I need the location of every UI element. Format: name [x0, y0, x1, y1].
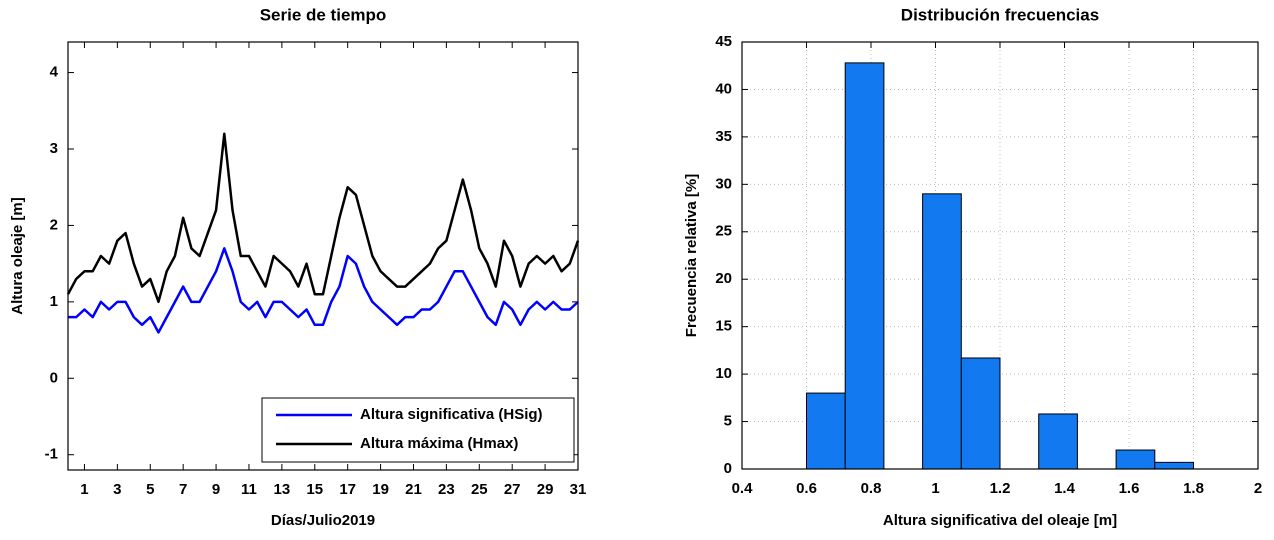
x-tick-label: 13 — [274, 481, 291, 498]
data-line — [66, 132, 580, 304]
y-axis-label: Frecuencia relativa [%] — [683, 174, 700, 337]
plot-frame — [741, 41, 1259, 470]
y-tick-label: 45 — [715, 33, 732, 50]
x-tick-label: 2 — [1254, 480, 1262, 497]
bar — [1038, 413, 1078, 470]
x-tick-label: 31 — [570, 481, 587, 498]
y-tick-label: -1 — [45, 446, 58, 463]
x-tick-label: 17 — [339, 481, 356, 498]
bar — [922, 193, 962, 470]
y-tick-label: 20 — [715, 270, 732, 287]
x-tick-label: 1.2 — [990, 480, 1011, 497]
bar — [1115, 449, 1156, 470]
x-tick-label: 1 — [931, 480, 939, 497]
x-tick-label: 21 — [405, 481, 422, 498]
x-tick-label: 1.4 — [1054, 480, 1076, 497]
x-tick-label: 27 — [504, 481, 521, 498]
x-tick-label: 1.6 — [1119, 480, 1140, 497]
x-tick-label: 0.4 — [732, 480, 754, 497]
y-tick-label: 4 — [50, 64, 59, 81]
y-tick-label: 0 — [724, 460, 732, 477]
y-tick-label: 40 — [715, 80, 732, 97]
x-tick-label: 5 — [146, 481, 154, 498]
bar — [806, 392, 846, 470]
x-axis-label: Días/Julio2019 — [271, 512, 375, 529]
x-axis-label: Altura significativa del oleaje [m] — [883, 512, 1117, 529]
y-tick-label: 0 — [50, 369, 58, 386]
x-tick-label: 25 — [471, 481, 488, 498]
x-tick-label: 0.8 — [861, 480, 882, 497]
y-tick-label: 30 — [715, 175, 732, 192]
bar — [960, 357, 1001, 470]
x-tick-label: 1 — [80, 481, 88, 498]
x-tick-label: 9 — [212, 481, 220, 498]
y-tick-label: 10 — [715, 365, 732, 382]
x-tick-label: 3 — [113, 481, 121, 498]
y-tick-label: 2 — [50, 216, 58, 233]
x-tick-label: 15 — [306, 481, 323, 498]
x-tick-label: 19 — [372, 481, 389, 498]
x-tick-label: 7 — [179, 481, 187, 498]
y-tick-label: 15 — [715, 318, 732, 335]
data-line — [68, 247, 579, 334]
legend-box — [261, 397, 575, 463]
x-tick-label: 1.8 — [1183, 480, 1204, 497]
bar — [844, 62, 885, 470]
legend-label: Altura significativa (HSig) — [360, 406, 543, 423]
y-tick-label: 1 — [50, 293, 58, 310]
chart-title: Serie de tiempo — [260, 5, 387, 24]
y-axis-label: Altura oleaje [m] — [9, 197, 26, 315]
y-tick-label: 35 — [715, 128, 732, 145]
legend-label: Altura máxima (Hmax) — [360, 435, 518, 452]
chart-title: Distribución frecuencias — [901, 5, 1099, 24]
bar — [1154, 461, 1195, 470]
y-tick-label: 25 — [715, 223, 732, 240]
x-tick-label: 0.6 — [796, 480, 817, 497]
y-tick-label: 3 — [50, 140, 58, 157]
y-tick-label: 5 — [724, 413, 732, 430]
x-tick-label: 11 — [241, 481, 257, 498]
x-tick-label: 23 — [438, 481, 455, 498]
plot-frame — [67, 41, 579, 471]
x-tick-label: 29 — [537, 481, 554, 498]
